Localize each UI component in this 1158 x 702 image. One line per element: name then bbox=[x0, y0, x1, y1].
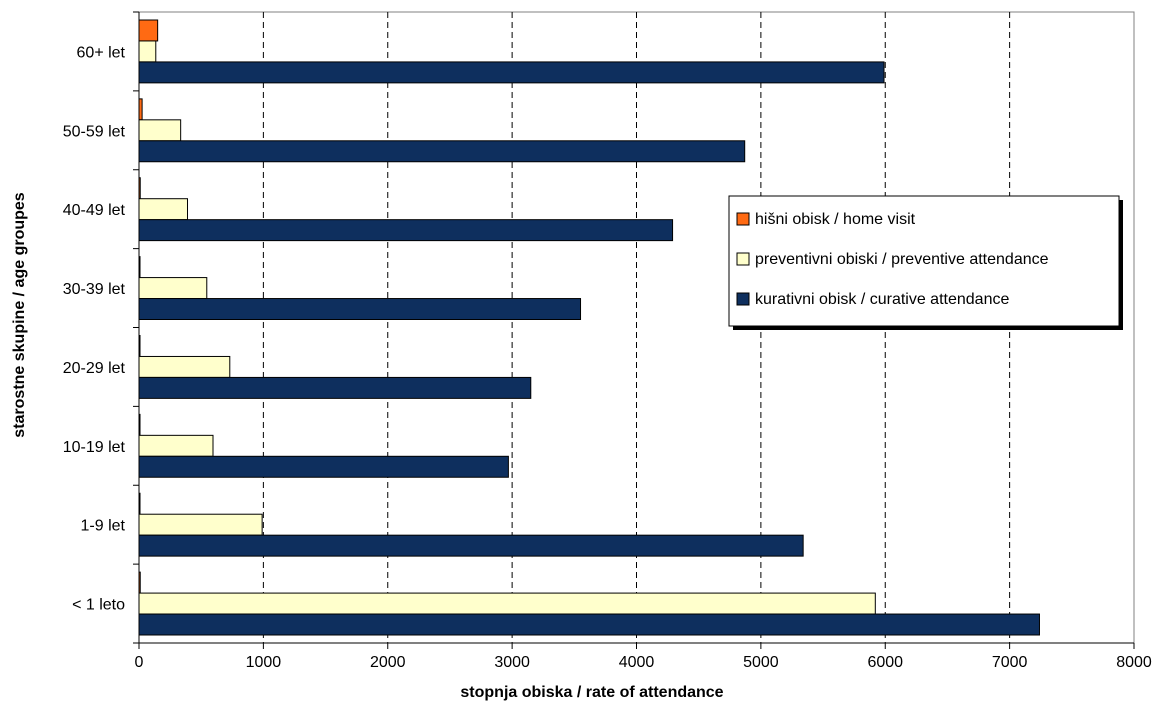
bar-curative bbox=[138, 534, 804, 557]
x-tick-label: 1000 bbox=[246, 654, 282, 671]
bar-preventive bbox=[138, 277, 208, 300]
y-tick-label: < 1 leto bbox=[72, 597, 125, 614]
bar-preventive bbox=[138, 355, 231, 378]
legend-label: preventivni obiski / preventive attendan… bbox=[755, 251, 1049, 268]
y-tick-label: 40-49 let bbox=[63, 202, 126, 219]
legend-label: hišni obisk / home visit bbox=[755, 211, 916, 228]
axes bbox=[133, 11, 1135, 649]
legend-swatch bbox=[736, 252, 750, 266]
y-tick-label: 10-19 let bbox=[63, 439, 126, 456]
y-tick-label: 50-59 let bbox=[63, 123, 126, 140]
x-tick-label: 6000 bbox=[867, 654, 903, 671]
x-tick-label: 2000 bbox=[370, 654, 406, 671]
bar-preventive bbox=[138, 119, 182, 142]
legend-box bbox=[728, 195, 1120, 327]
tick-labels: 0 1000 2000 3000 4000 5000 6000 7000 8000 < 1 let… bbox=[63, 44, 1152, 671]
bar-preventive bbox=[138, 40, 157, 63]
y-tick-label: 20-29 let bbox=[63, 360, 126, 377]
legend: hišni obisk / home visit preventivni obis… bbox=[728, 195, 1123, 330]
bar-preventive bbox=[138, 592, 876, 615]
x-tick-label: 8000 bbox=[1116, 654, 1152, 671]
x-tick-label: 5000 bbox=[743, 654, 779, 671]
legend-swatch bbox=[736, 212, 750, 226]
bar-home-visit bbox=[138, 19, 159, 42]
x-tick-label: 4000 bbox=[619, 654, 655, 671]
bar-preventive bbox=[138, 198, 189, 221]
legend-swatch bbox=[736, 292, 750, 306]
x-axis-title: stopnja obiska / rate of attendance bbox=[460, 684, 723, 701]
y-tick-label: 1-9 let bbox=[81, 518, 126, 535]
bar-curative bbox=[138, 376, 532, 399]
x-tick-label: 3000 bbox=[494, 654, 530, 671]
x-tick-label: 7000 bbox=[992, 654, 1028, 671]
bar-preventive bbox=[138, 434, 214, 457]
bar-curative bbox=[138, 61, 885, 84]
x-tick-label: 0 bbox=[135, 654, 144, 671]
bar-curative bbox=[138, 455, 509, 478]
legend-label: kurativni obisk / curative attendance bbox=[755, 291, 1009, 308]
y-axis-title: starostne skupine / age groupes bbox=[11, 192, 28, 438]
bar-preventive bbox=[138, 513, 263, 536]
bar-curative bbox=[138, 140, 746, 163]
bar-curative bbox=[138, 298, 582, 320]
bars bbox=[138, 19, 1040, 636]
y-tick-label: 30-39 let bbox=[63, 281, 126, 298]
bar-curative bbox=[138, 613, 1040, 636]
bar-curative bbox=[138, 219, 674, 242]
y-tick-label: 60+ let bbox=[77, 44, 126, 61]
